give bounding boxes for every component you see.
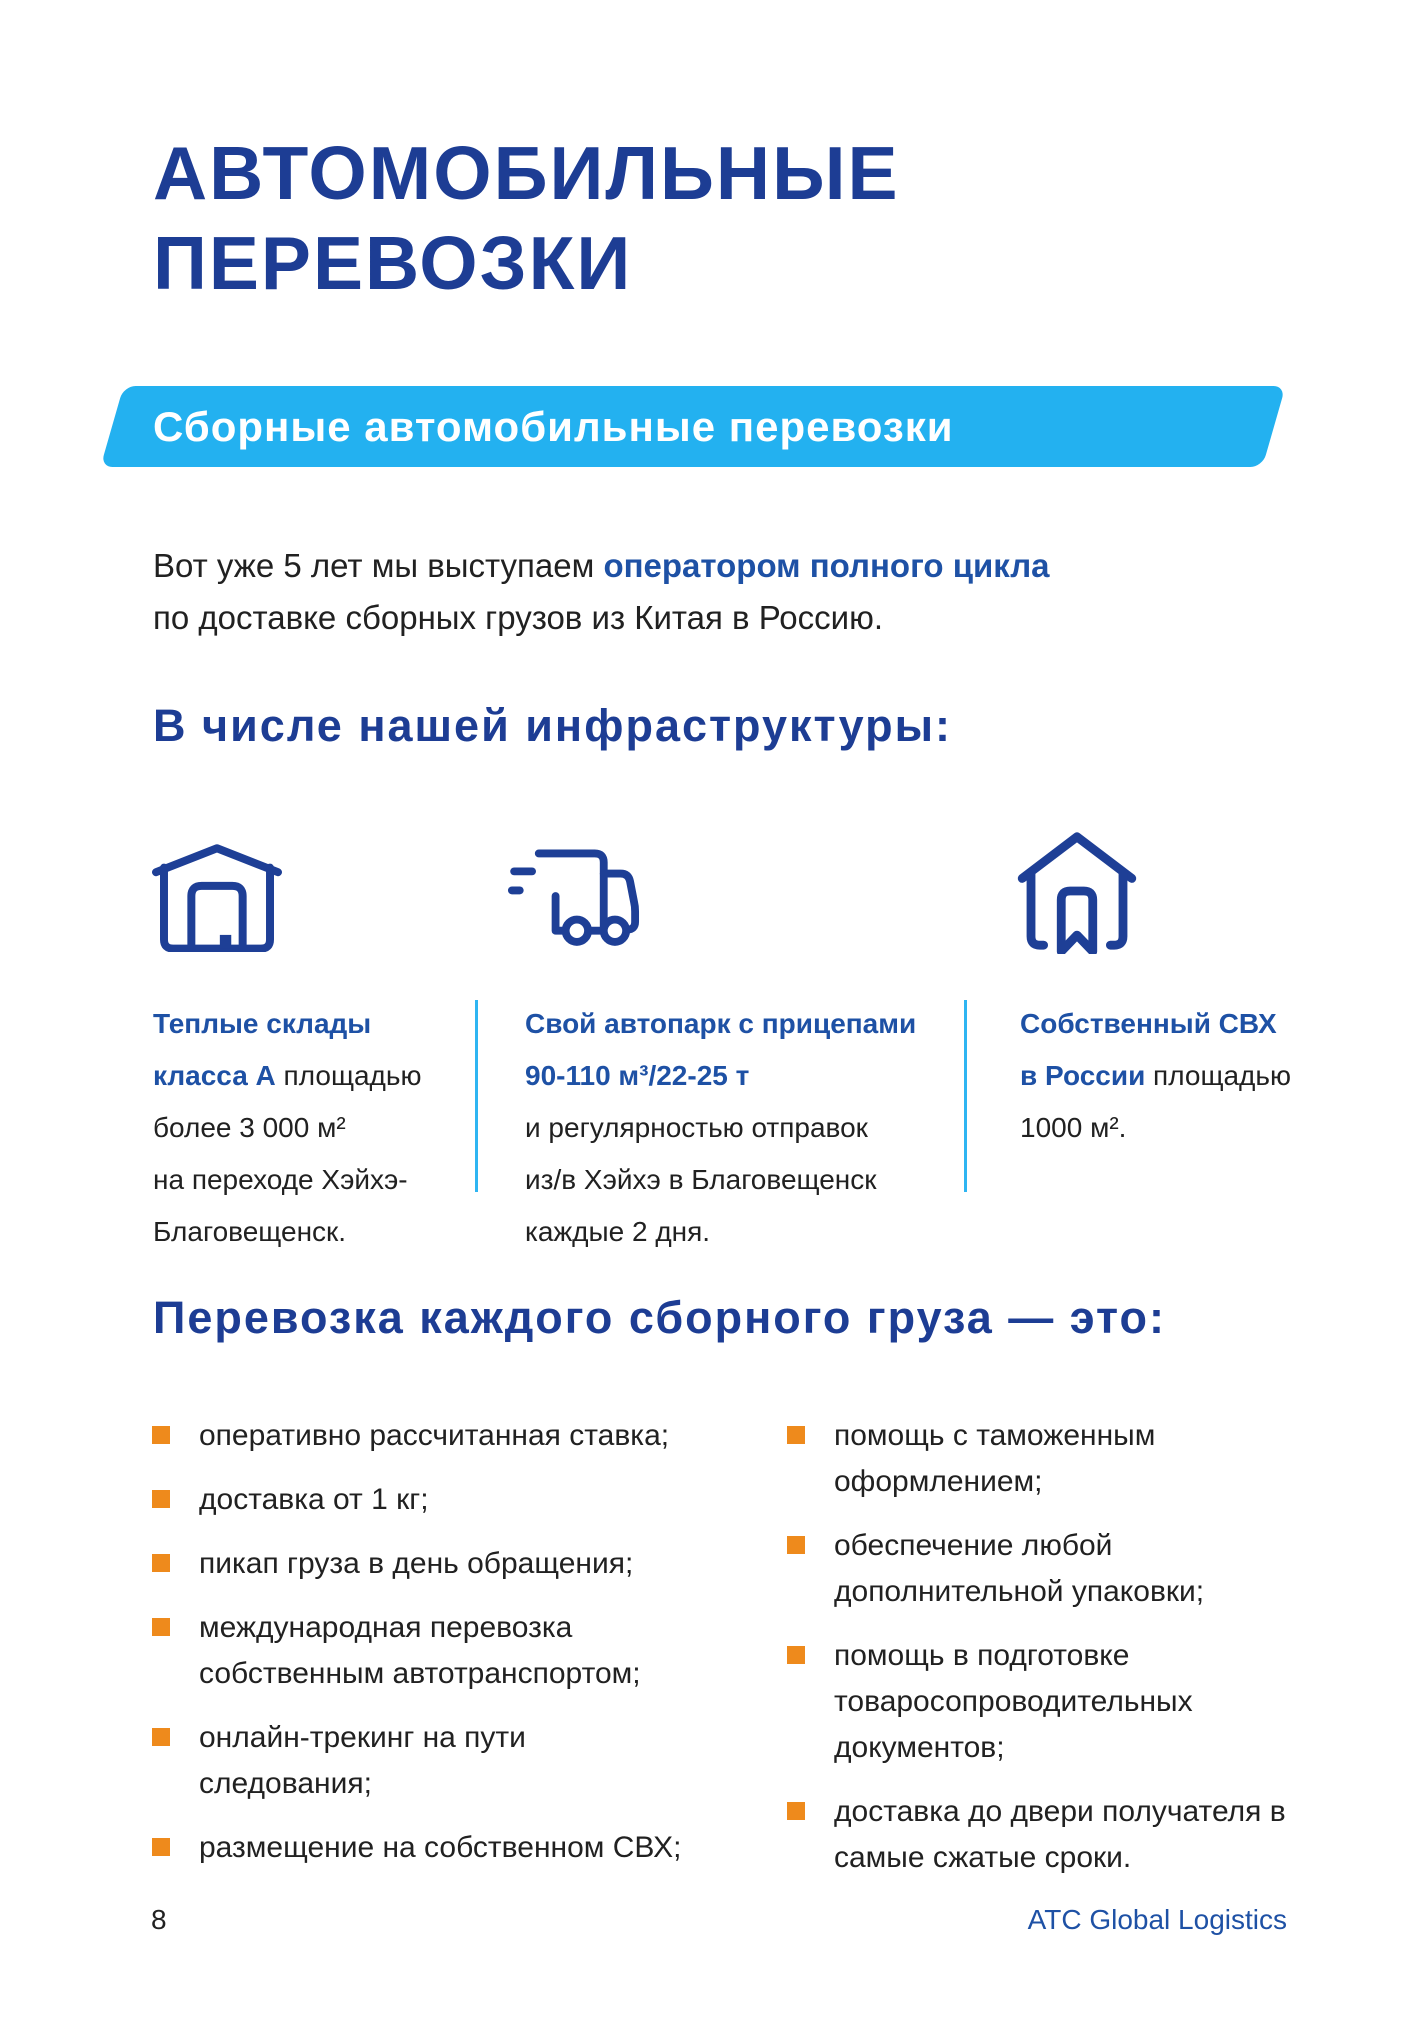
column-line: из/в Хэйхэ в Благовещенск <box>525 1164 877 1195</box>
infrastructure-heading: В числе нашей инфраструктуры: <box>153 700 952 751</box>
infrastructure-column-truck: Свой автопарк с прицепами 90-110 м³/22-2… <box>525 998 916 1258</box>
page-title: АВТОМОБИЛЬНЫЕ ПЕРЕВОЗКИ <box>153 128 900 308</box>
infrastructure-column-svh: Собственный СВХ в России площадью 1000 м… <box>1020 998 1291 1154</box>
column-line: Свой автопарк с прицепами <box>525 1008 917 1039</box>
bullet-square-icon <box>152 1728 170 1746</box>
brand-footer: ATC Global Logistics <box>1027 1904 1287 1935</box>
list-item: помощь с таможенным оформлением; <box>787 1413 1297 1505</box>
bullet-square-icon <box>152 1838 170 1856</box>
column-line: на переходе Хэйхэ- <box>153 1164 408 1195</box>
cargo-heading: Перевозка каждого сборного груза — это: <box>153 1292 1166 1343</box>
banner-title: Сборные автомобильные перевозки <box>153 403 954 450</box>
column-line: и регулярностью отправок <box>525 1112 868 1143</box>
bullet-square-icon <box>152 1618 170 1636</box>
bullet-square-icon <box>787 1646 805 1664</box>
intro-line1: Вот уже 5 лет мы выступаем оператором по… <box>153 540 1050 592</box>
warehouse-icon <box>148 838 286 952</box>
intro-paragraph: Вот уже 5 лет мы выступаем оператором по… <box>153 540 1050 644</box>
bullet-square-icon <box>152 1426 170 1444</box>
list-item: помощь в подготовке товаросопроводительн… <box>787 1633 1297 1771</box>
bullet-list-left: оперативно рассчитанная ставка; доставка… <box>152 1413 700 1889</box>
column-line: 1000 м². <box>1020 1112 1127 1143</box>
column-line: Благовещенск. <box>153 1216 347 1247</box>
column-line: Теплые склады <box>153 1008 372 1039</box>
bullet-square-icon <box>787 1426 805 1444</box>
list-item: доставка от 1 кг; <box>152 1477 700 1523</box>
column-line: в России площадью <box>1020 1060 1291 1091</box>
bullet-square-icon <box>787 1802 805 1820</box>
column-line: каждые 2 дня. <box>525 1216 711 1247</box>
column-divider <box>964 1000 967 1192</box>
column-line: более 3 000 м² <box>153 1112 346 1143</box>
page-title-line2: ПЕРЕВОЗКИ <box>153 221 633 305</box>
intro-line1-bold: оператором полного цикла <box>603 547 1050 584</box>
truck-icon <box>505 840 670 952</box>
house-icon <box>1012 828 1142 954</box>
list-item: международная перевозка собственным авто… <box>152 1605 700 1697</box>
infrastructure-column-warehouse: Теплые склады класса А площадью более 3 … <box>153 998 421 1258</box>
list-item: онлайн-трекинг на пути следования; <box>152 1715 700 1807</box>
list-item: пикап груза в день обращения; <box>152 1541 700 1587</box>
column-divider <box>475 1000 478 1192</box>
list-item: обеспечение любой дополнительной упаковк… <box>787 1523 1297 1615</box>
column-line: 90-110 м³/22-25 т <box>525 1060 750 1091</box>
list-item: доставка до двери получателя в самые сжа… <box>787 1789 1297 1881</box>
list-item: размещение на собственном СВХ; <box>152 1825 700 1871</box>
page-number: 8 <box>151 1904 167 1935</box>
bullet-square-icon <box>152 1554 170 1572</box>
intro-line2: по доставке сборных грузов из Китая в Ро… <box>153 599 883 636</box>
column-line: Собственный СВХ <box>1020 1008 1277 1039</box>
bullet-square-icon <box>787 1536 805 1554</box>
bullet-square-icon <box>152 1490 170 1508</box>
bullet-list-right: помощь с таможенным оформлением; обеспеч… <box>787 1413 1297 1899</box>
list-item: оперативно рассчитанная ставка; <box>152 1413 700 1459</box>
page-title-line1: АВТОМОБИЛЬНЫЕ <box>153 131 900 215</box>
intro-line1-regular: Вот уже 5 лет мы выступаем <box>153 547 604 584</box>
column-line: класса А площадью <box>153 1060 422 1091</box>
